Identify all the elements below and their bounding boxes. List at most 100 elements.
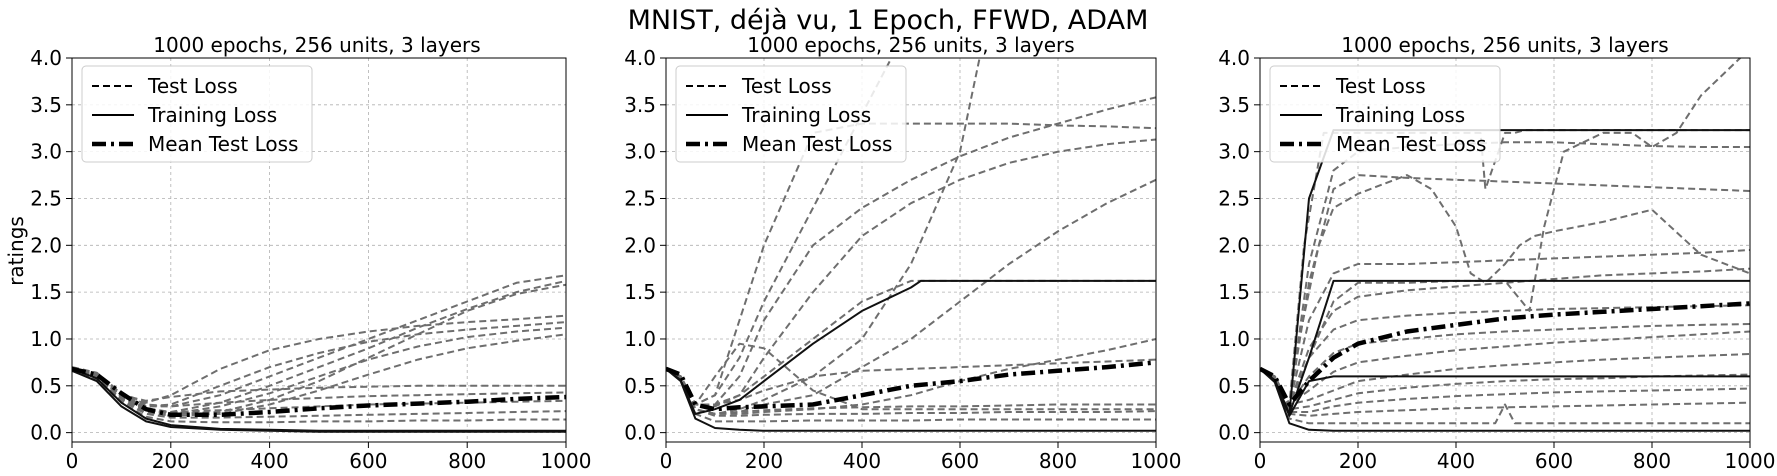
training-loss-line — [666, 368, 1156, 432]
y-tick-label: 0.0 — [624, 421, 656, 445]
y-tick-label: 3.5 — [30, 93, 62, 117]
legend-label: Test Loss — [1335, 74, 1426, 98]
axes-frame — [1259, 57, 1751, 443]
y-tick-label: 1.5 — [30, 280, 62, 304]
legend-label: Training Loss — [741, 103, 871, 127]
y-tick-label: 2.5 — [1218, 186, 1250, 210]
test-loss-line — [1260, 353, 1750, 406]
legend-label: Test Loss — [147, 74, 238, 98]
test-loss-line — [1260, 249, 1750, 406]
test-loss-line — [72, 368, 566, 419]
y-tick-label: 0.5 — [624, 374, 656, 398]
x-tick-label: 200 — [152, 449, 190, 471]
x-tick-label: 1000 — [1131, 449, 1182, 471]
y-tick-label: 1.0 — [624, 327, 656, 351]
test-loss-line — [1260, 368, 1750, 417]
test-loss-line — [72, 369, 566, 424]
subplot-3-title: 1000 epochs, 256 units, 3 layers — [1341, 33, 1668, 57]
x-tick-label: 400 — [251, 449, 289, 471]
x-tick-label: 0 — [66, 449, 79, 471]
legend-box — [1269, 65, 1501, 163]
test-loss-line — [1260, 129, 1750, 406]
legend-label: Test Loss — [741, 74, 832, 98]
x-tick-label: 400 — [843, 449, 881, 471]
y-tick-label: 3.0 — [30, 140, 62, 164]
x-tick-label: 0 — [1254, 449, 1267, 471]
y-tick-label: 2.5 — [624, 186, 656, 210]
test-loss-line — [666, 368, 1156, 423]
test-loss-line — [666, 342, 1156, 411]
y-tick-label: 2.0 — [624, 233, 656, 257]
subplot-1: 1000 epochs, 256 units, 3 layers ratings… — [4, 33, 592, 473]
legend-box — [81, 65, 313, 163]
legend-label: Training Loss — [1335, 103, 1465, 127]
legend-label: Mean Test Loss — [148, 132, 298, 156]
y-tick-label: 0.5 — [30, 374, 62, 398]
series-group — [72, 274, 566, 433]
test-loss-line — [72, 367, 566, 402]
training-loss-line — [666, 279, 1156, 415]
y-tick-label: 2.0 — [1218, 233, 1250, 257]
y-tick-label: 3.0 — [624, 140, 656, 164]
x-tick-label: 200 — [745, 449, 783, 471]
x-tick-label: 0 — [660, 449, 673, 471]
training-loss-line — [1260, 279, 1750, 415]
y-tick-label: 3.5 — [1218, 93, 1250, 117]
axes-frame — [71, 57, 567, 443]
x-tick-label: 600 — [941, 449, 979, 471]
y-tick-label: 4.0 — [624, 46, 656, 70]
subplot-2-title: 1000 epochs, 256 units, 3 layers — [747, 33, 1074, 57]
legend-label: Training Loss — [147, 103, 277, 127]
x-tick-label: 800 — [1039, 449, 1077, 471]
y-tick-label: 0.5 — [1218, 374, 1250, 398]
x-tick-label: 200 — [1339, 449, 1377, 471]
y-tick-label: 0.0 — [1218, 421, 1250, 445]
x-tick-label: 800 — [448, 449, 486, 471]
test-loss-line — [1260, 323, 1750, 406]
training-loss-line — [1260, 368, 1750, 432]
test-loss-line — [1260, 174, 1750, 406]
test-loss-line — [1260, 368, 1750, 425]
test-loss-line — [666, 368, 1156, 417]
test-loss-line — [666, 138, 1156, 408]
y-tick-label: 3.5 — [624, 93, 656, 117]
test-loss-line — [666, 358, 1156, 406]
test-loss-line — [666, 96, 1156, 406]
test-loss-line — [1260, 267, 1750, 406]
legend-label: Mean Test Loss — [742, 132, 892, 156]
x-tick-label: 600 — [1535, 449, 1573, 471]
y-tick-label: 2.5 — [30, 186, 62, 210]
training-loss-line — [72, 369, 566, 433]
test-loss-line — [666, 178, 1156, 415]
x-tick-label: 800 — [1633, 449, 1671, 471]
x-tick-label: 1000 — [541, 449, 592, 471]
x-tick-label: 1000 — [1725, 449, 1776, 471]
test-loss-line — [72, 279, 566, 413]
mean-test-loss-line — [1260, 301, 1750, 407]
legend-label: Mean Test Loss — [1336, 132, 1486, 156]
legend-box — [675, 65, 907, 163]
y-tick-label: 1.0 — [30, 327, 62, 351]
y-tick-label: 4.0 — [1218, 46, 1250, 70]
mean-test-loss-line — [72, 366, 566, 418]
y-tick-label: 1.5 — [624, 280, 656, 304]
mean-test-loss-line — [666, 360, 1156, 412]
y-tick-label: 3.0 — [1218, 140, 1250, 164]
x-tick-label: 400 — [1437, 449, 1475, 471]
y-tick-label: 1.0 — [1218, 327, 1250, 351]
axes-frame — [665, 57, 1157, 443]
subplot-3: 1000 epochs, 256 units, 3 layers 0 200 400… — [1218, 33, 1776, 473]
y-tick-label: 2.0 — [30, 233, 62, 257]
test-loss-line — [1260, 304, 1750, 406]
subplot-1-title: 1000 epochs, 256 units, 3 layers — [153, 33, 480, 57]
test-loss-line — [72, 367, 566, 408]
training-loss-line — [1260, 368, 1750, 417]
y-tick-label: 4.0 — [30, 46, 62, 70]
x-tick-label: 600 — [349, 449, 387, 471]
figure-title: MNIST, déjà vu, 1 Epoch, FFWD, ADAM — [628, 5, 1149, 36]
y-tick-label: 1.5 — [1218, 280, 1250, 304]
y-tick-label: 0.0 — [30, 421, 62, 445]
subplot-2: 1000 epochs, 256 units, 3 layers 0 200 400… — [624, 33, 1182, 473]
